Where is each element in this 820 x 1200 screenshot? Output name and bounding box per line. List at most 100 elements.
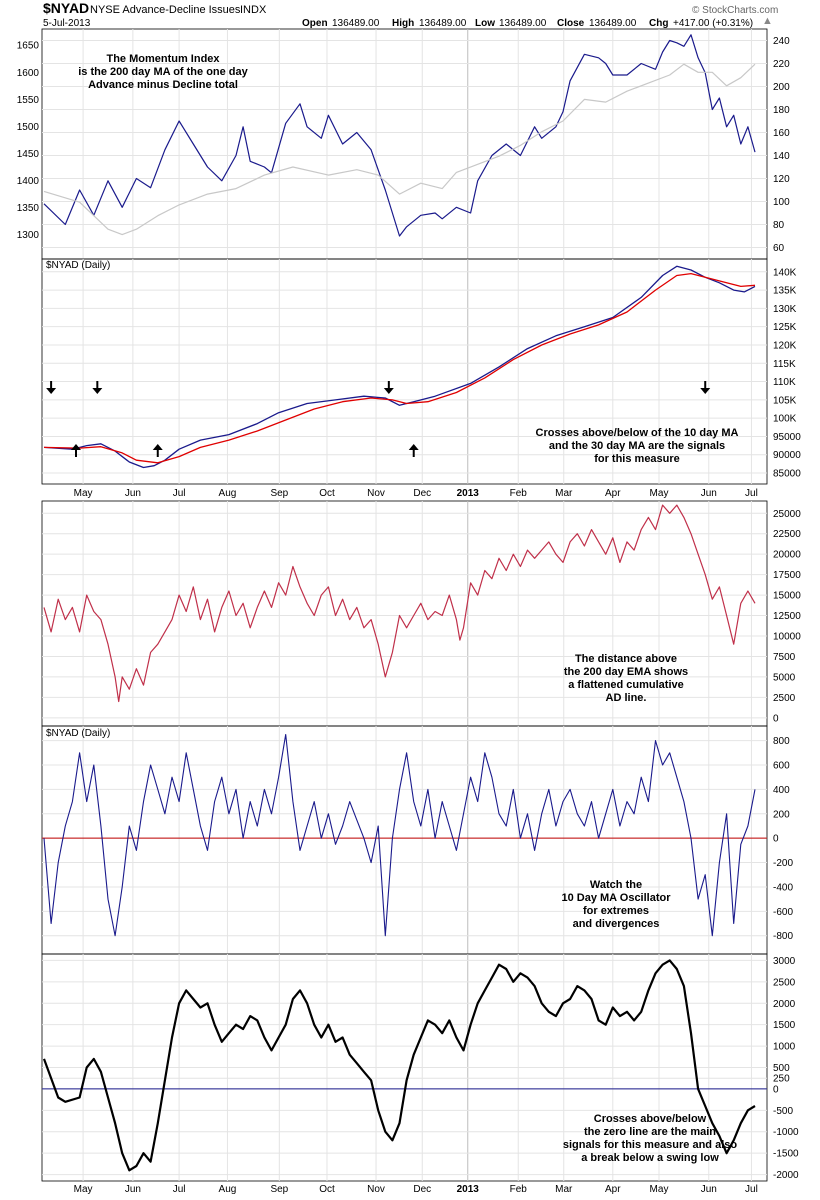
scroll-up-icon[interactable]: ▲ [762,15,773,27]
right-axis-tick-label: 17500 [773,570,801,581]
series-line [43,272,756,464]
month-tick-label: 2013 [457,488,480,499]
month-tick-label: Jun [125,1184,141,1195]
right-axis-tick-label: 200 [773,82,790,93]
right-axis-tick-label: 0 [773,713,779,724]
security-name: NYSE Advance-Decline Issues [90,4,241,16]
right-axis-tick-label: 100K [773,414,797,425]
month-tick-label: Jun [701,1184,717,1195]
signal-arrow-down-head [700,388,711,394]
annotation-text: 10 Day MA Oscillator [561,892,671,904]
series-line [43,733,756,937]
month-tick-label: Jul [173,488,186,499]
stockcharts-watermark: © StockCharts.com [692,5,778,16]
right-axis-tick-label: 25000 [773,509,801,520]
right-axis-tick-label: -2000 [773,1170,799,1181]
right-axis-tick-label: 120 [773,174,790,185]
right-axis-tick-label: 22500 [773,529,801,540]
right-axis-tick-label: 800 [773,736,790,747]
annotation-text: for extremes [583,905,649,917]
month-tick-label: Aug [219,488,237,499]
right-axis-tick-label: -400 [773,882,793,893]
annotation-text: a flattened cumulative [568,679,684,691]
low-value: 136489.00 [499,18,547,29]
right-axis-tick-label: 90000 [773,450,801,461]
right-axis-tick-label: 20000 [773,550,801,561]
month-tick-label: Sep [270,488,288,499]
signal-arrow-up-head [408,444,419,450]
right-axis-tick-label: 135K [773,286,797,297]
month-tick-label: Feb [510,1184,528,1195]
right-axis-tick-label: -200 [773,858,793,869]
month-tick-label: Jun [125,488,141,499]
right-axis-tick-label: 220 [773,59,790,70]
annotation-text: the 200 day EMA shows [564,666,688,678]
right-axis-tick-label: 0 [773,1084,779,1095]
right-axis-tick-label: 2500 [773,693,796,704]
month-tick-label: Oct [319,488,335,499]
series-line [42,959,756,1172]
panel-ema-distance: 0 2500 5000 7500 10000 12500 15000 17500 20000 22… [41,500,801,727]
right-axis-tick-label: 80 [773,220,785,231]
panel-frame [41,258,768,485]
annotation-text: is the 200 day MA of the one day [78,66,248,78]
panel-nyad: 85000 90000 95000 100K 105K 110K 115K 120K 125K 1… [41,258,801,499]
annotation-text: for this measure [594,453,680,465]
signal-arrow-up-head [70,444,81,450]
right-axis-tick-label: 95000 [773,432,801,443]
right-axis-tick-label: 12500 [773,611,801,622]
open-label: Open [302,18,328,29]
right-axis-tick-label: 125K [773,322,797,333]
month-tick-label: Mar [555,488,573,499]
right-axis-tick-label: 115K [773,359,796,370]
exchange-label: INDX [240,4,267,16]
series-line [43,504,756,703]
month-tick-label: Mar [555,1184,573,1195]
annotation-text: Watch the [590,879,642,891]
month-tick-label: Dec [413,1184,431,1195]
left-axis-tick-label: 1500 [17,122,40,133]
right-axis-tick-label: 200 [773,809,790,820]
right-axis-tick-label: 60 [773,243,785,254]
right-axis-tick-label: -1500 [773,1149,799,1160]
right-axis-tick-label: 105K [773,395,797,406]
right-axis-tick-label: 140K [773,267,797,278]
annotation-text: and the 30 day MA are the signals [549,440,725,452]
panel-oscillator: -800 -600 -400 -200 0 200 400 600 800 $NYAD (Dail… [41,725,793,955]
low-label: Low [475,18,495,29]
annotation-text: Crosses above/below [594,1113,707,1125]
series-line [43,265,756,469]
left-axis-tick-label: 1600 [17,68,40,79]
month-tick-label: Jul [745,488,758,499]
right-axis-tick-label: 180 [773,105,790,116]
right-axis-tick-label: 400 [773,785,790,796]
right-axis-tick-label: 500 [773,1063,790,1074]
annotation-text: Crosses above/below of the 10 day MA [536,427,739,439]
month-tick-label: May [74,1184,93,1195]
right-axis-tick-label: 250 [773,1074,790,1085]
chart-header: $NYAD NYSE Advance-Decline Issues INDX 5… [43,0,778,29]
annotation-text: and divergences [573,918,660,930]
annotation-text: signals for this measure and also [563,1139,738,1151]
signal-arrow-down-head [383,388,394,394]
chart-date: 5-Jul-2013 [43,18,91,29]
month-tick-label: Apr [605,488,621,499]
right-axis-tick-label: 1500 [773,1020,796,1031]
month-tick-label: May [650,1184,669,1195]
right-axis-tick-label: 3000 [773,956,796,967]
annotation-text: The distance above [575,653,677,665]
month-tick-label: Feb [510,488,528,499]
right-axis-tick-label: 2500 [773,977,796,988]
signal-arrow-down-head [46,388,57,394]
right-axis-tick-label: 0 [773,834,779,845]
panel-title: $NYAD (Daily) [46,260,110,271]
right-axis-tick-label: 160 [773,128,790,139]
right-axis-tick-label: 600 [773,761,790,772]
month-tick-label: Aug [219,1184,237,1195]
right-axis-tick-label: -600 [773,907,793,918]
month-tick-label: Oct [319,1184,335,1195]
symbol-label: $NYAD [43,0,89,16]
right-axis-tick-label: 100 [773,197,790,208]
